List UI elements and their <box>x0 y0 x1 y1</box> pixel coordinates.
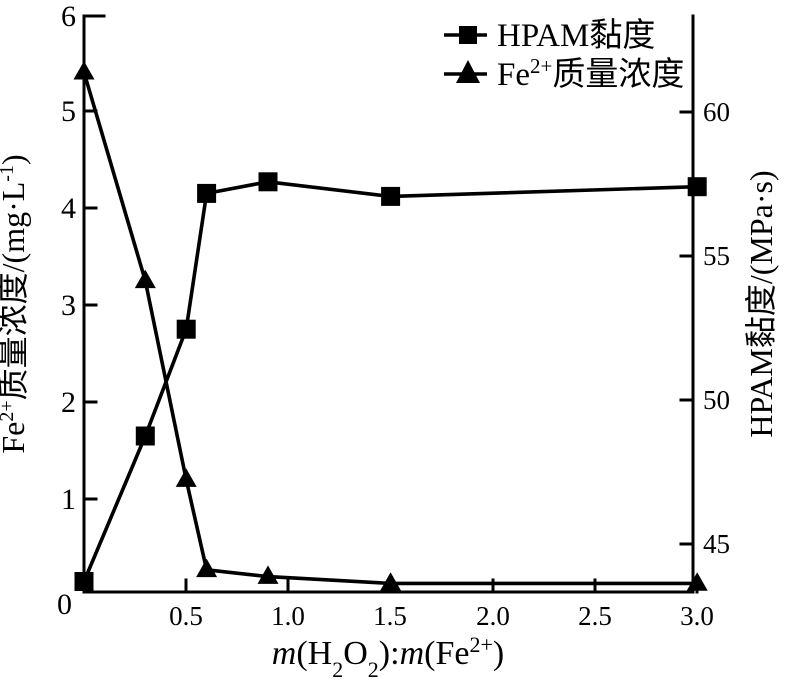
svg-text:55: 55 <box>703 241 730 271</box>
svg-text:1.5: 1.5 <box>373 601 407 631</box>
svg-text:50: 50 <box>703 385 730 415</box>
svg-text:2: 2 <box>61 386 76 419</box>
svg-text:2.5: 2.5 <box>578 601 612 631</box>
svg-text:5: 5 <box>61 95 76 128</box>
svg-text:1: 1 <box>61 483 76 516</box>
svg-text:HPAM黏度/(MPa·s): HPAM黏度/(MPa·s) <box>743 170 779 437</box>
svg-text:2.0: 2.0 <box>476 601 510 631</box>
svg-text:HPAM黏度: HPAM黏度 <box>497 17 655 54</box>
svg-text:6: 6 <box>61 0 76 33</box>
svg-text:45: 45 <box>703 529 730 559</box>
svg-text:0: 0 <box>57 588 72 621</box>
svg-text:4: 4 <box>61 192 76 225</box>
svg-text:1.0: 1.0 <box>271 601 305 631</box>
svg-text:3: 3 <box>61 289 76 322</box>
svg-text:Fe2+质量浓度: Fe2+质量浓度 <box>497 54 684 93</box>
svg-text:0.5: 0.5 <box>169 601 203 631</box>
svg-text:3.0: 3.0 <box>680 601 714 631</box>
svg-text:60: 60 <box>703 97 730 127</box>
